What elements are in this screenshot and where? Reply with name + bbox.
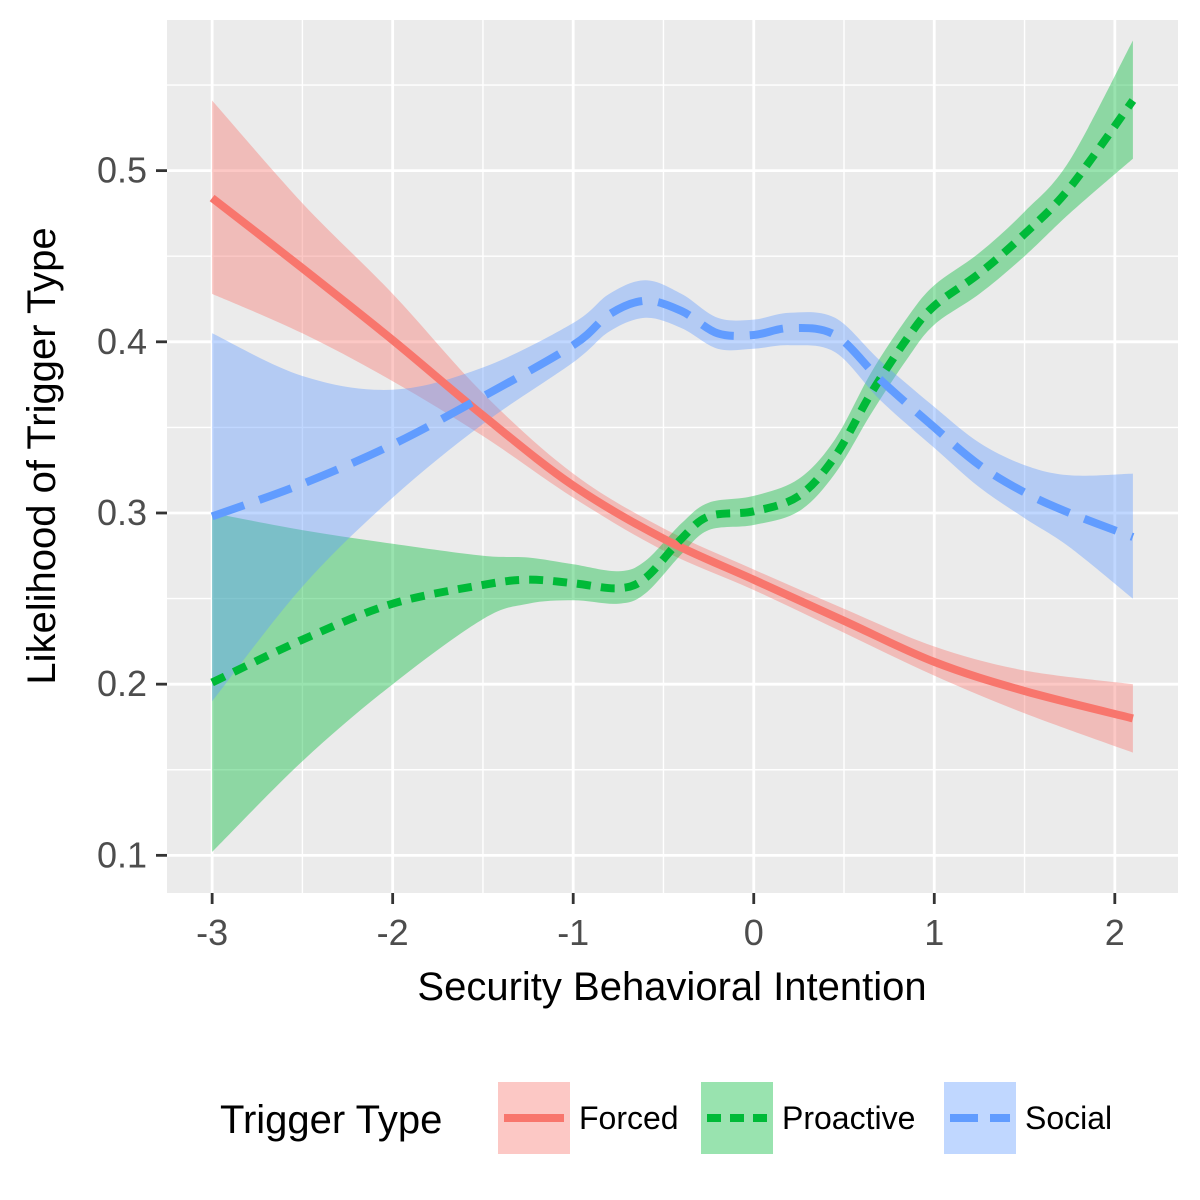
line-forced [209,194,1134,723]
y-tick-label: 0.4 [97,321,147,362]
legend-title: Trigger Type [220,1098,442,1142]
legend-label-proactive: Proactive [782,1100,915,1136]
y-axis-title: Likelihood of Trigger Type [20,227,64,684]
x-tick-label: 2 [1105,912,1125,953]
x-tick-label: 1 [924,912,944,953]
grid-minor [167,20,1178,893]
y-tick-label: 0.2 [97,663,147,704]
x-tick-label: -3 [196,912,228,953]
x-tick-label: -2 [377,912,409,953]
plot-panel [167,20,1178,893]
legend-label-social: Social [1025,1100,1112,1136]
x-axis: -3 -2 -1 0 1 2 [196,893,1125,953]
line-proactive [210,98,1137,687]
x-axis-title: Security Behavioral Intention [417,965,926,1009]
line-social [210,296,1135,541]
legend: Trigger Type Forced Proactive Social [220,1082,1112,1154]
legend-label-forced: Forced [579,1100,679,1136]
x-tick-label: -1 [557,912,589,953]
ribbon-forced [212,100,1133,753]
y-tick-label: 0.3 [97,492,147,533]
x-tick-label: 0 [744,912,764,953]
series-lines [209,98,1137,723]
y-tick-label: 0.5 [97,150,147,191]
y-tick-label: 0.1 [97,834,147,875]
y-axis: 0.1 0.2 0.3 0.4 0.5 [97,150,167,875]
grid-major [167,20,1178,893]
